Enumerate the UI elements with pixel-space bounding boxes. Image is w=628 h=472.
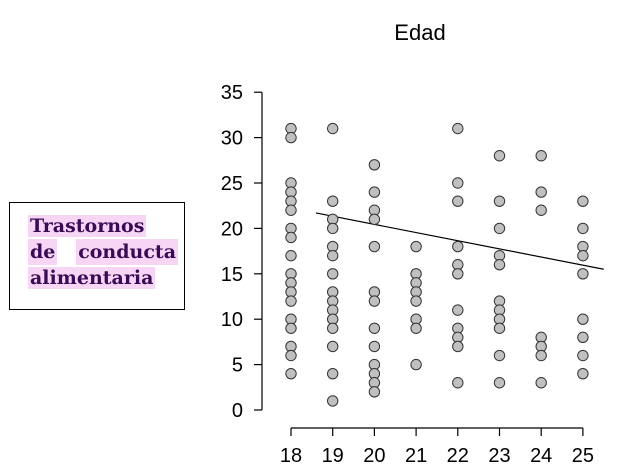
y-tick-label: 5 bbox=[232, 355, 243, 377]
data-point bbox=[452, 377, 464, 389]
variable-label-line2a: de bbox=[28, 239, 58, 265]
data-point bbox=[452, 340, 464, 353]
x-tick-label: 24 bbox=[530, 445, 552, 467]
y-axis: 0 5 10 15 20 25 30 35 bbox=[221, 82, 263, 422]
data-point bbox=[452, 304, 464, 316]
y-tick-label: 35 bbox=[221, 82, 243, 104]
y-tick-label: 30 bbox=[221, 128, 243, 150]
data-point bbox=[493, 222, 506, 235]
data-point bbox=[410, 295, 422, 307]
data-point bbox=[493, 259, 506, 271]
data-point bbox=[327, 395, 339, 407]
y-tick-label: 10 bbox=[221, 309, 243, 331]
x-tick-label: 25 bbox=[572, 445, 594, 467]
data-point bbox=[535, 150, 547, 162]
data-point bbox=[410, 358, 422, 371]
data-point bbox=[368, 322, 381, 334]
data-point bbox=[535, 186, 547, 198]
data-points bbox=[285, 122, 589, 407]
data-point bbox=[493, 195, 506, 207]
data-point bbox=[368, 159, 381, 171]
variable-label-line1: Trastornos bbox=[28, 215, 147, 237]
data-point bbox=[285, 231, 297, 244]
trend-line bbox=[315, 212, 604, 270]
data-point bbox=[577, 195, 589, 207]
data-point bbox=[285, 204, 297, 216]
x-tick-label: 23 bbox=[488, 445, 510, 467]
data-point bbox=[368, 240, 381, 253]
data-point bbox=[410, 322, 422, 334]
data-point bbox=[452, 268, 464, 280]
data-point bbox=[285, 322, 297, 334]
data-point bbox=[577, 331, 589, 344]
data-point bbox=[410, 240, 422, 253]
data-point bbox=[493, 349, 506, 362]
data-point bbox=[327, 268, 339, 280]
data-point bbox=[493, 150, 506, 162]
x-tick-label: 21 bbox=[405, 445, 427, 467]
variable-label-box: Trastornos de conducta alimentaria bbox=[9, 202, 185, 310]
data-point bbox=[452, 122, 464, 135]
data-point bbox=[535, 349, 547, 362]
data-point bbox=[577, 349, 589, 362]
data-point bbox=[327, 367, 339, 380]
data-point bbox=[368, 386, 381, 398]
y-tick-label: 20 bbox=[221, 218, 243, 240]
data-point bbox=[452, 240, 464, 253]
trend-line-group bbox=[315, 212, 604, 270]
chart-title: Edad bbox=[394, 20, 445, 45]
data-point bbox=[493, 377, 506, 389]
data-point bbox=[285, 295, 297, 307]
data-point bbox=[285, 249, 297, 262]
data-point bbox=[327, 322, 339, 334]
data-point bbox=[368, 213, 381, 226]
data-point bbox=[368, 340, 381, 353]
x-tick-label: 19 bbox=[322, 445, 344, 467]
data-point bbox=[327, 222, 339, 235]
data-point bbox=[577, 249, 589, 262]
data-point bbox=[327, 249, 339, 262]
y-tick-label: 25 bbox=[221, 173, 243, 195]
x-tick-label: 20 bbox=[363, 445, 385, 467]
y-tick-label: 0 bbox=[232, 400, 243, 422]
data-point bbox=[493, 322, 506, 334]
x-axis: 18 19 20 21 22 23 24 25 bbox=[280, 427, 594, 467]
data-point bbox=[327, 195, 339, 207]
variable-label-line3: alimentaria bbox=[28, 267, 156, 289]
variable-label-line2b: conducta bbox=[76, 239, 178, 265]
data-point bbox=[577, 268, 589, 280]
data-point bbox=[368, 295, 381, 307]
data-point bbox=[285, 367, 297, 380]
data-point bbox=[535, 204, 547, 216]
data-point bbox=[535, 377, 547, 389]
data-point bbox=[452, 177, 464, 189]
data-point bbox=[327, 122, 339, 135]
x-tick-label: 22 bbox=[447, 445, 469, 467]
data-point bbox=[327, 340, 339, 353]
data-point bbox=[285, 131, 297, 144]
data-point bbox=[577, 367, 589, 380]
data-point bbox=[577, 222, 589, 235]
data-point bbox=[285, 349, 297, 362]
data-point bbox=[368, 186, 381, 198]
x-tick-label: 18 bbox=[280, 445, 302, 467]
data-point bbox=[452, 195, 464, 207]
data-point bbox=[577, 313, 589, 325]
y-tick-label: 15 bbox=[221, 264, 243, 286]
